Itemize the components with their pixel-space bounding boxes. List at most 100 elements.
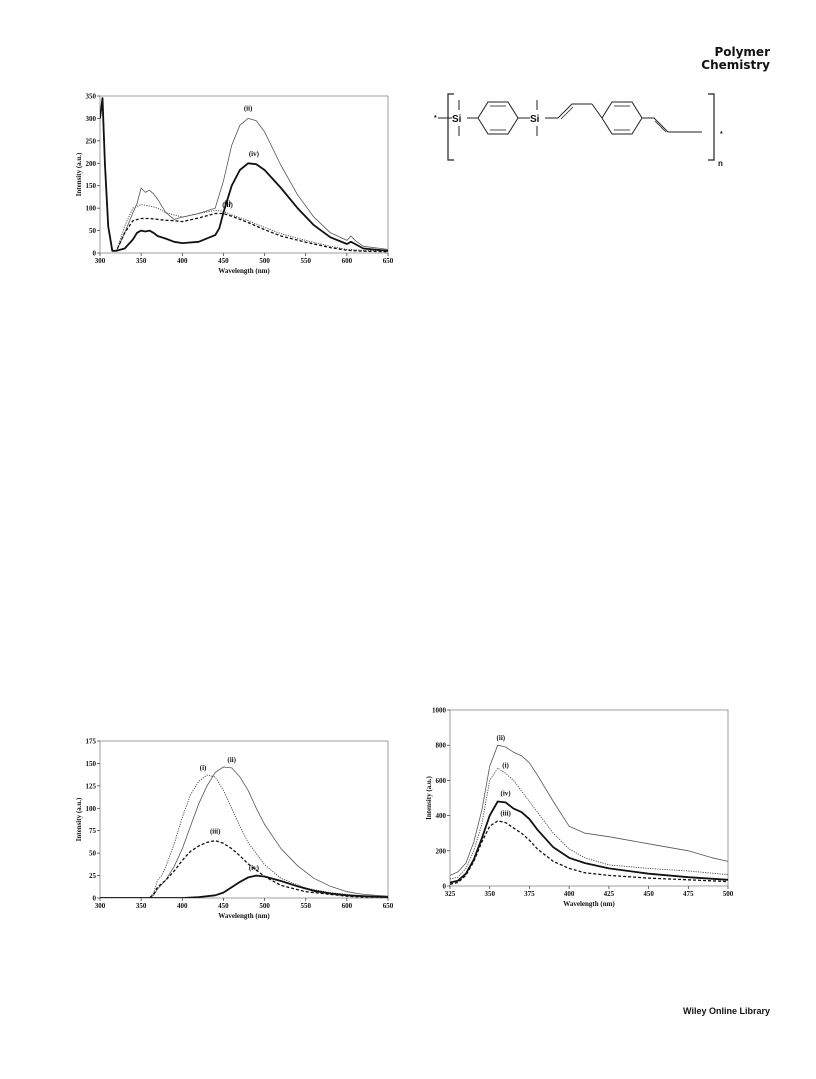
curve-label: (i) (502, 761, 509, 769)
x-tick-label: 350 (136, 902, 147, 910)
series-line (100, 874, 388, 898)
curve-label: (iv) (249, 150, 260, 158)
plot-frame (449, 709, 729, 887)
x-tick-label: 450 (218, 257, 229, 265)
y-tick-label: 800 (436, 742, 447, 750)
x-tick-label: 550 (300, 902, 311, 910)
series-group (100, 766, 388, 898)
series-group (450, 744, 728, 885)
footer-wiley: Wiley Online Library (683, 1006, 770, 1016)
chart-1-svg: 0 50 100 150 200 250 300 350 300 350 400 450 500 550 6… (75, 93, 394, 276)
y-tick-label: 0 (93, 895, 97, 903)
chart-2: 0 25 50 75 100 125 150 175 300 350 400 450 500 550 600… (75, 735, 394, 931)
y-tick-label: 150 (86, 182, 97, 190)
x-axis-label: Wavelength (nm) (563, 900, 615, 908)
x-tick-label: 300 (95, 257, 106, 265)
chart-1: 0 50 100 150 200 250 300 350 300 350 400 450 500 550 6… (75, 90, 394, 286)
series-group (100, 97, 388, 253)
x-tick-label: 600 (342, 257, 353, 265)
series-line (100, 774, 388, 898)
x-tick-label: 450 (643, 890, 654, 898)
x-tick-label: 375 (524, 890, 535, 898)
series-line (100, 97, 388, 252)
x-tick-label: 650 (383, 257, 394, 265)
benzene-ring-2 (601, 101, 643, 135)
x-tick-label: 500 (723, 890, 734, 898)
y-tick-label: 350 (86, 93, 97, 101)
plot-frame (99, 740, 389, 899)
curve-label: (i) (200, 764, 207, 772)
curve-label: (ii) (227, 756, 236, 764)
x-tick-label: 450 (218, 902, 229, 910)
curve-label: (iv) (249, 864, 260, 872)
y-tick-label: 300 (86, 115, 97, 123)
x-tick-label: 600 (342, 902, 353, 910)
x-tick-label: 400 (564, 890, 575, 898)
vinylene-1 (545, 103, 592, 119)
x-tick-label: 400 (177, 902, 188, 910)
curve-label: (iii) (500, 810, 511, 818)
benzene-ring-1 (477, 101, 519, 135)
si-atom-2: Si (530, 114, 540, 125)
y-tick-label: 125 (86, 782, 97, 790)
x-tick-label: 475 (683, 890, 694, 898)
y-tick-label: 200 (436, 847, 447, 855)
plot-frame (99, 95, 389, 254)
y-axis-label: Intensity (a.u.) (75, 152, 83, 196)
y-axis-label: Intensity (a.u.) (75, 797, 83, 841)
right-bracket (708, 93, 715, 161)
y-tick-label: 0 (93, 250, 97, 258)
polymer-structure: * Si Si * n (432, 90, 732, 170)
chart-3: 0 200 400 600 800 1000 325 350 375 400 425 450 475 50… (420, 704, 738, 916)
series-line (450, 744, 728, 876)
vinylene-1-double (560, 106, 574, 120)
y-tick-label: 400 (436, 812, 447, 820)
y-tick-label: 150 (86, 760, 97, 768)
journal-name: Polymer Chemistry (701, 46, 770, 72)
y-tick-label: 25 (89, 872, 97, 880)
y-tick-label: 600 (436, 777, 447, 785)
left-bracket (447, 93, 454, 161)
vinylene-2-double (654, 120, 667, 133)
x-tick-label: 325 (445, 890, 456, 898)
chart-3-svg: 0 200 400 600 800 1000 325 350 375 400 425 450 475 50… (425, 707, 734, 909)
x-tick-label: 400 (177, 257, 188, 265)
x-tick-label: 650 (383, 902, 394, 910)
journal-name-line2: Chemistry (701, 58, 770, 72)
x-tick-label: 350 (484, 890, 495, 898)
y-tick-label: 175 (86, 738, 97, 746)
x-tick-label: 300 (95, 902, 106, 910)
vinylene-2 (642, 117, 702, 133)
si-atom-1: Si (452, 114, 462, 125)
x-tick-label: 425 (604, 890, 615, 898)
series-line (100, 97, 388, 253)
chart-2-svg: 0 25 50 75 100 125 150 175 300 350 400 450 500 550 600… (75, 738, 394, 921)
curve-label: (iii) (210, 828, 221, 836)
y-tick-label: 200 (86, 160, 97, 168)
y-tick-label: 0 (443, 883, 447, 891)
curve-label: (iii) (222, 201, 233, 209)
y-tick-label: 50 (89, 850, 97, 858)
x-axis-label: Wavelength (nm) (218, 912, 270, 920)
y-axis-label: Intensity (a.u.) (425, 775, 433, 819)
polymer-structure-svg: * Si Si * n (434, 93, 723, 168)
series-line (100, 839, 388, 898)
x-tick-label: 350 (136, 257, 147, 265)
x-tick-label: 550 (300, 257, 311, 265)
series-line (100, 766, 388, 898)
y-tick-label: 100 (86, 205, 97, 213)
y-tick-label: 1000 (432, 707, 447, 715)
y-tick-label: 250 (86, 137, 97, 145)
series-line (100, 97, 388, 252)
x-tick-label: 500 (259, 257, 270, 265)
curve-label: (iv) (501, 789, 512, 797)
series-line (450, 767, 728, 880)
curve-label: (i) (224, 199, 231, 207)
x-axis-label: Wavelength (nm) (218, 267, 270, 275)
y-tick-label: 75 (89, 827, 97, 835)
star-right: * (720, 131, 723, 138)
y-tick-label: 100 (86, 805, 97, 813)
star-left: * (434, 115, 437, 122)
repeat-n: n (718, 159, 723, 168)
journal-name-line1: Polymer (714, 45, 770, 59)
